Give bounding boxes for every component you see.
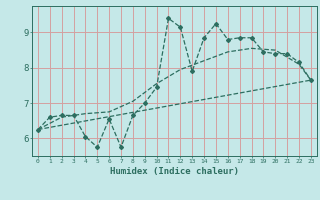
X-axis label: Humidex (Indice chaleur): Humidex (Indice chaleur) [110,167,239,176]
